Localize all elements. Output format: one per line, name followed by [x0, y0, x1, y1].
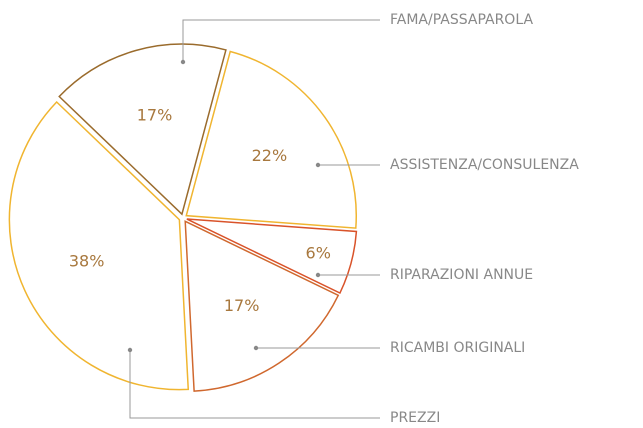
slice-label: 17%: [137, 105, 173, 124]
pie-slice: [58, 43, 227, 216]
pie-slice: [184, 220, 340, 392]
legend-label: ASSISTENZA/CONSULENZA: [390, 157, 579, 173]
slice-label: 6%: [306, 244, 331, 263]
leader-dot: [180, 59, 186, 65]
legend-label: PREZZI: [390, 410, 440, 426]
slice-label: 38%: [69, 252, 105, 271]
leader-dot: [253, 345, 259, 351]
legend-label: RIPARAZIONI ANNUE: [390, 267, 533, 283]
leader-line: [129, 350, 380, 419]
legend-label: FAMA/PASSAPAROLA: [390, 12, 533, 28]
leader-dot: [127, 347, 133, 353]
leader-line: [182, 19, 380, 62]
pie-slice: [8, 100, 190, 391]
legend-label: RICAMBI ORIGINALI: [390, 340, 525, 356]
leader-dot: [315, 162, 321, 168]
slice-label: 17%: [224, 296, 260, 315]
slice-label: 22%: [252, 146, 288, 165]
pie-slice: [185, 50, 358, 229]
leader-dot: [315, 272, 321, 278]
pie-slice: [186, 218, 358, 295]
